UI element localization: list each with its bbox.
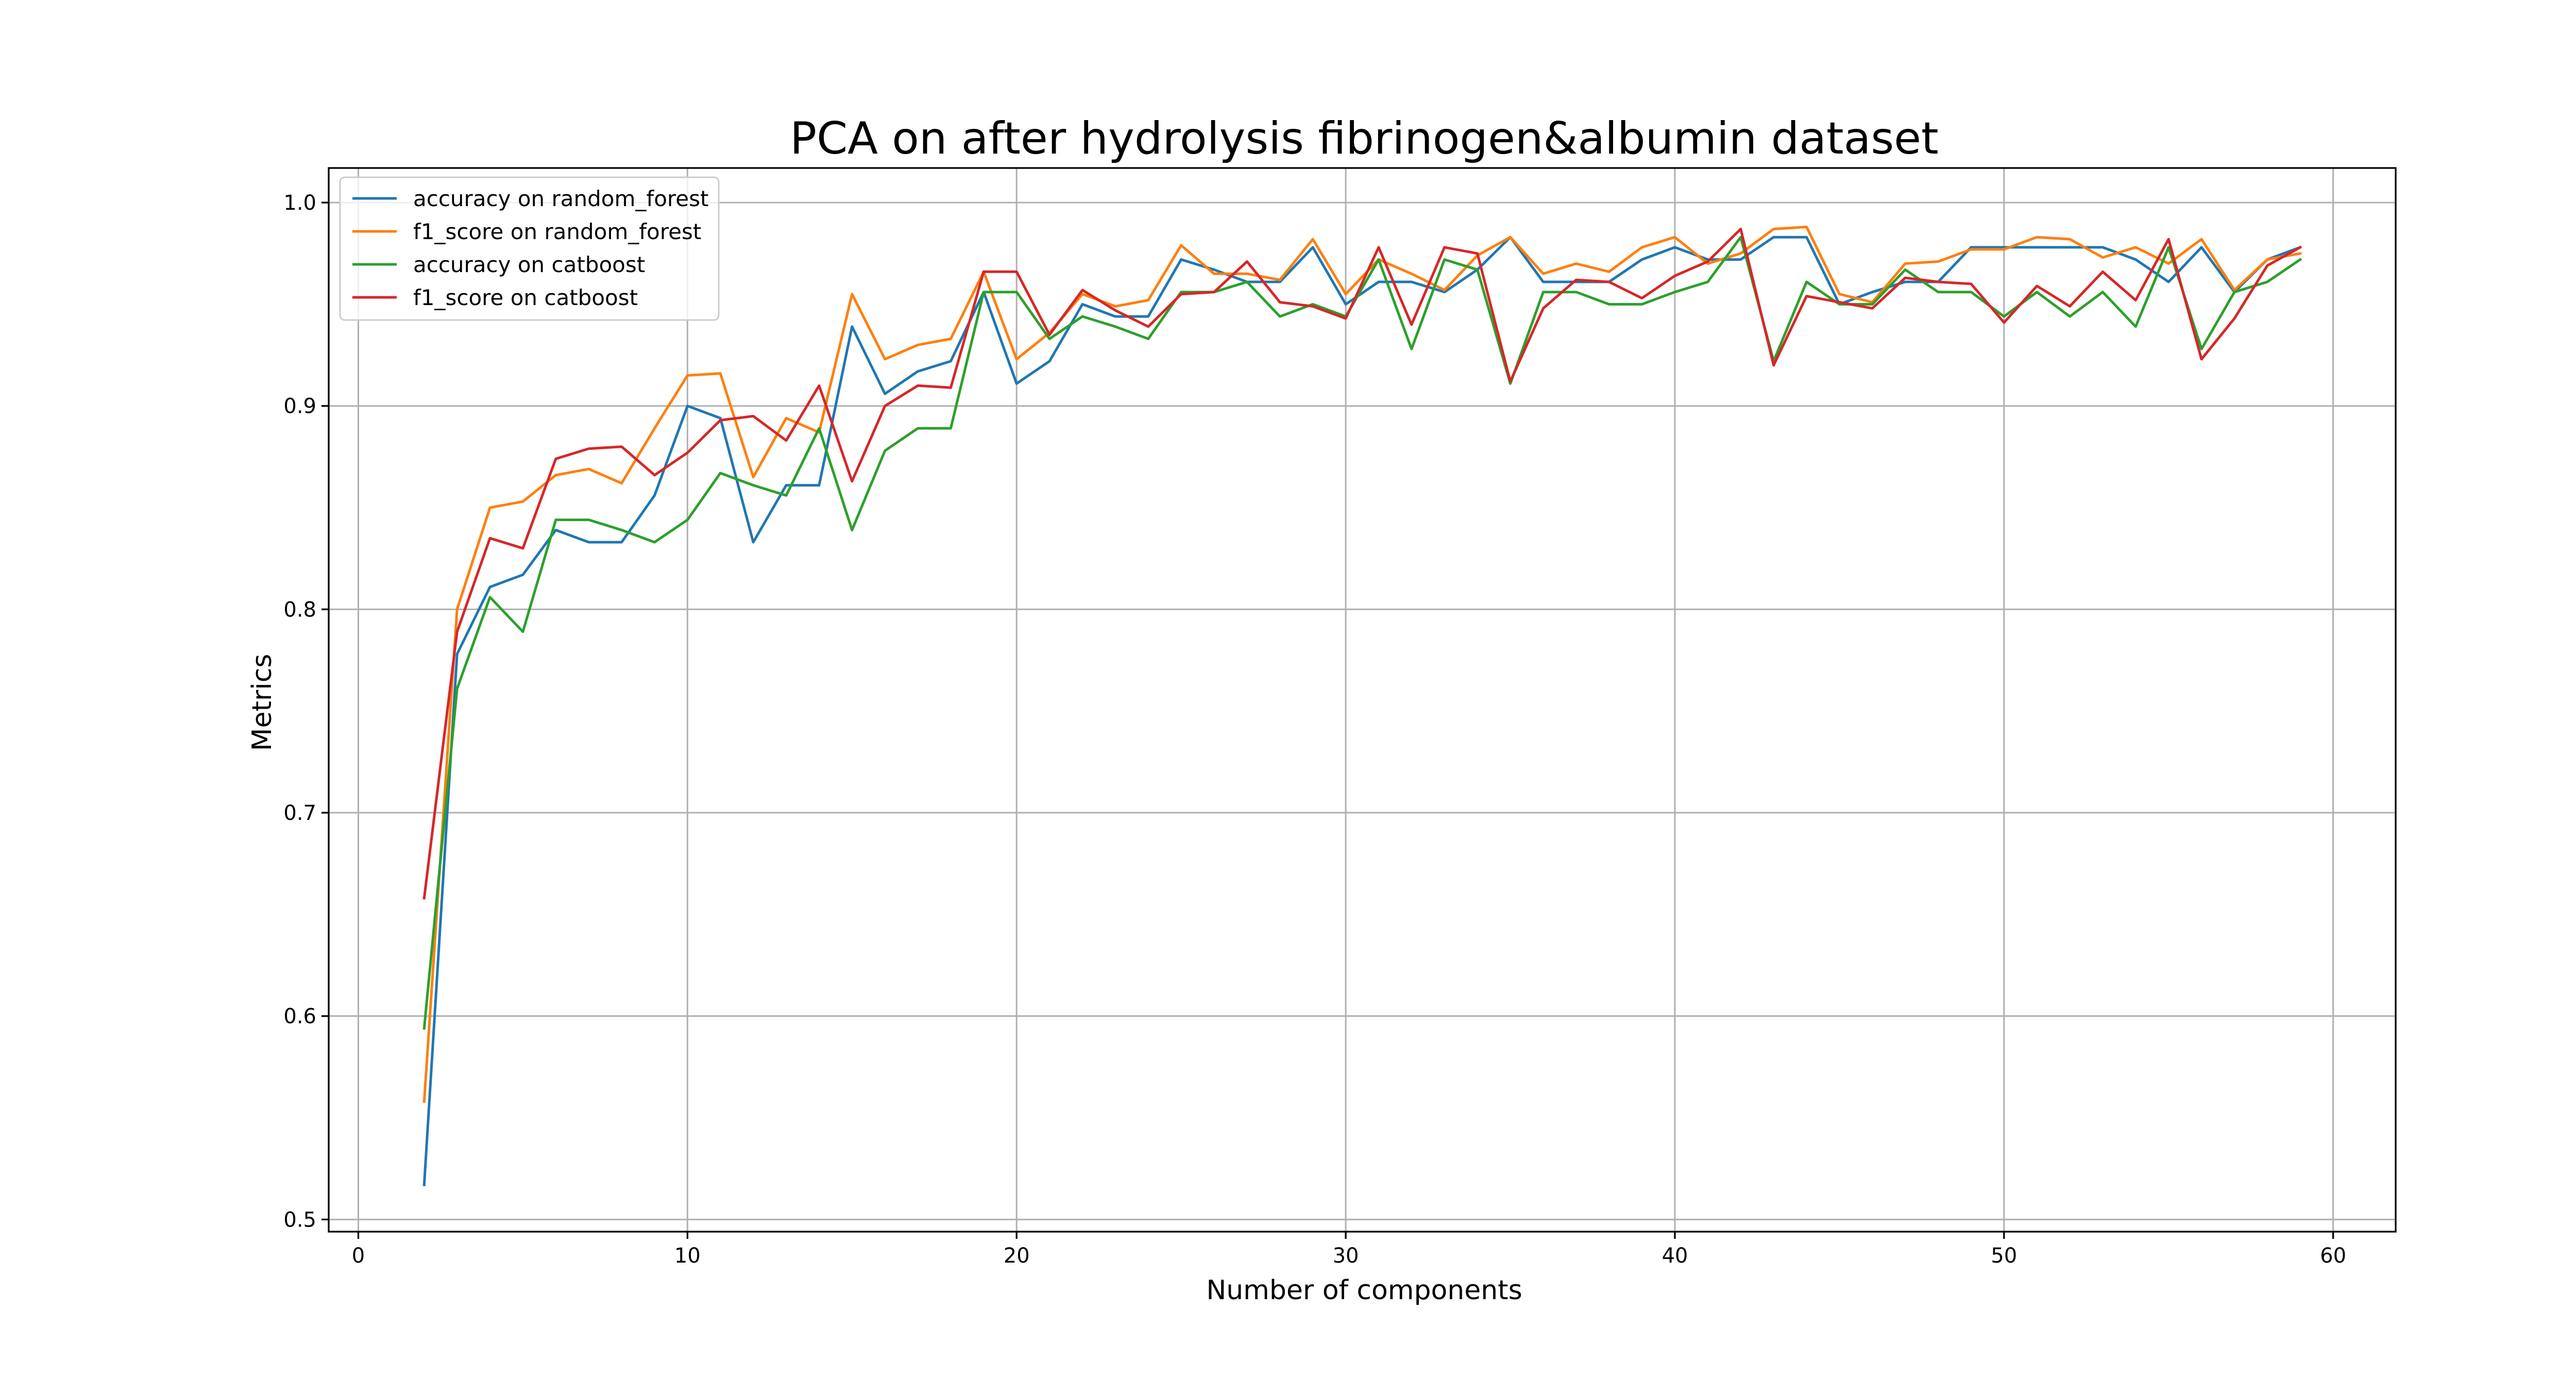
legend-label: f1_score on catboost: [413, 285, 638, 310]
y-tick-label: 0.8: [283, 598, 316, 622]
x-tick-label: 40: [1662, 1244, 1688, 1268]
y-axis-label: Metrics: [247, 654, 278, 751]
legend-label: f1_score on random_forest: [413, 219, 701, 244]
legend-label: accuracy on catboost: [413, 252, 645, 277]
chart-title: PCA on after hydrolysis fibrinogen&album…: [790, 113, 1939, 164]
x-tick-label: 50: [1991, 1244, 2017, 1268]
y-tick-label: 0.7: [283, 801, 316, 825]
x-tick-label: 10: [674, 1244, 701, 1268]
y-tick-label: 0.5: [283, 1208, 316, 1232]
x-tick-label: 30: [1333, 1244, 1359, 1268]
legend-label: accuracy on random_forest: [413, 186, 708, 211]
x-tick-label: 0: [352, 1244, 365, 1268]
legend: accuracy on random_forest f1_score on ran…: [340, 177, 719, 320]
y-tick-label: 0.9: [283, 395, 316, 418]
x-tick-label: 60: [2320, 1244, 2346, 1268]
y-tick-label: 1.0: [283, 191, 316, 215]
x-tick-label: 20: [1004, 1244, 1030, 1268]
x-axis-label: Number of components: [1206, 1275, 1522, 1306]
y-tick-label: 0.6: [283, 1005, 316, 1029]
